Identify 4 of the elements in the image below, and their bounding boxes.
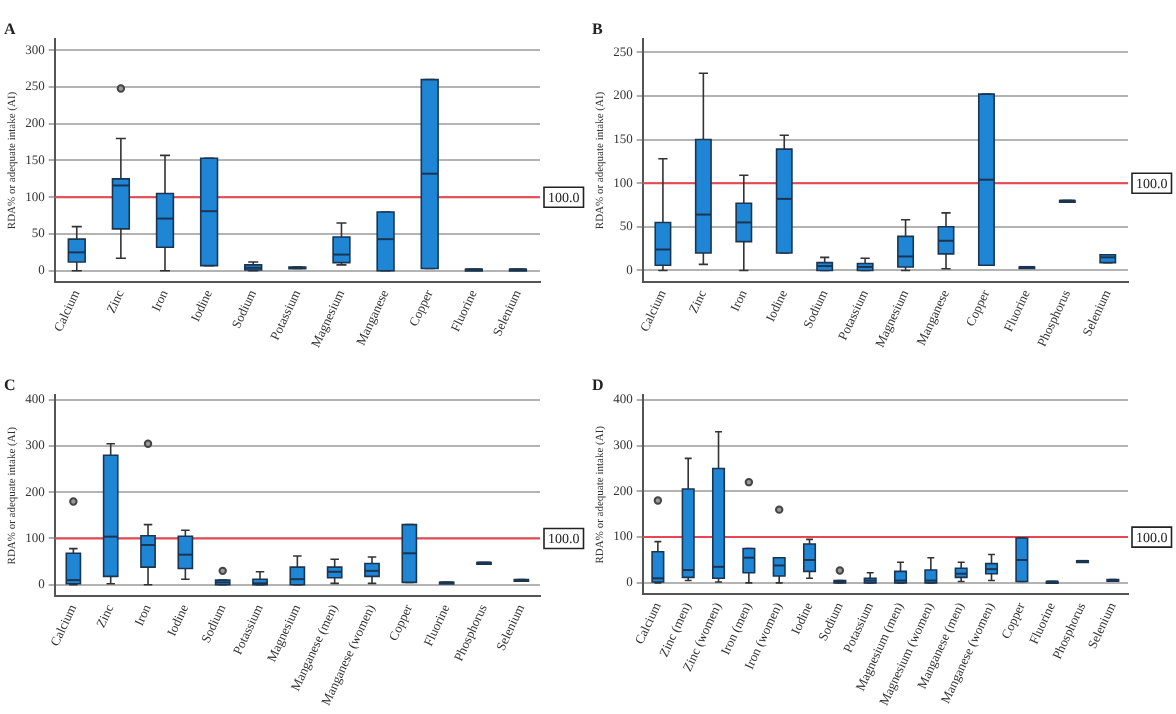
chart-title: A — [4, 19, 16, 38]
chart-title: B — [592, 19, 604, 38]
chart-title: D — [592, 375, 604, 394]
chart-title: C — [4, 375, 16, 394]
